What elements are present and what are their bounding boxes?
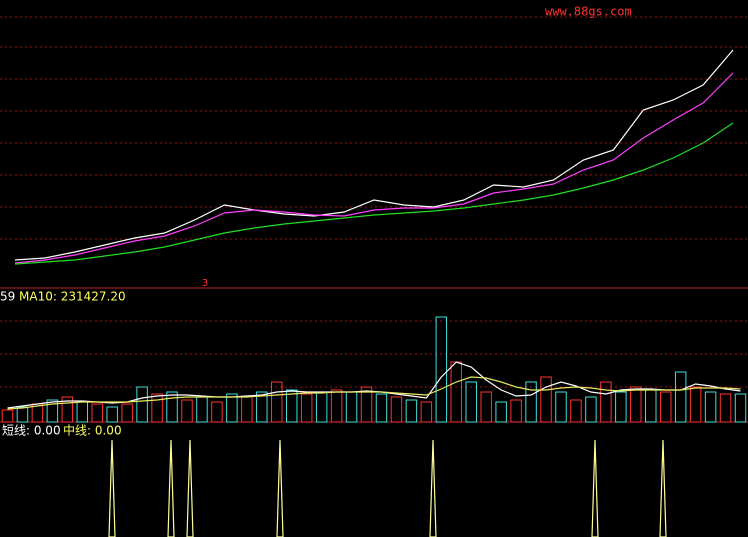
short-label: 短线: 0.00 [2, 424, 61, 438]
volume-bar [136, 386, 148, 423]
signal-spike [659, 439, 667, 537]
volume-bar [555, 391, 567, 423]
volume-bar [390, 396, 403, 423]
volume-bar [226, 393, 238, 423]
volume-bar [525, 381, 537, 423]
volume-label: MA10: 231427.20 [19, 290, 126, 304]
volume-bar [704, 391, 717, 423]
volume-bar [585, 396, 597, 423]
volume-bar [256, 391, 268, 423]
signal-spike [429, 439, 437, 537]
volume-bar [375, 393, 388, 423]
signal-spike [591, 439, 599, 537]
volume-bar [46, 399, 59, 423]
volume-bar [271, 381, 283, 423]
volume-bar [600, 381, 612, 423]
volume-bar [420, 401, 433, 423]
volume-bar [181, 399, 193, 423]
marker-label: 3 [202, 278, 208, 289]
volume-bar [211, 401, 223, 423]
volume-bar [659, 391, 672, 423]
volume-bar [91, 403, 103, 423]
volume-bar [495, 401, 507, 423]
series-line [14, 72, 734, 264]
volume-bar [405, 399, 418, 423]
volume-bar [689, 386, 702, 423]
volume-bar [61, 396, 74, 423]
watermark: www.88gs.com [545, 5, 632, 19]
volume-bar [106, 406, 118, 423]
volume-bar [151, 393, 163, 423]
volume-bar [121, 403, 133, 423]
signal-spike [108, 439, 116, 537]
volume-bar [480, 391, 492, 423]
volume-bar [734, 393, 747, 423]
volume-bar [510, 399, 522, 423]
mid-label: 中线: 0.00 [63, 423, 122, 438]
series-line [14, 122, 734, 265]
volume-bar [166, 391, 178, 423]
volume-bar [435, 316, 448, 423]
series-line [14, 49, 734, 261]
volume-prefix: 59 [0, 290, 15, 304]
volume-bar [330, 389, 343, 423]
volume-bar [285, 389, 298, 423]
volume-bar [1, 409, 14, 423]
volume-bar [630, 386, 642, 423]
signal-spike [276, 439, 284, 537]
volume-bar [360, 386, 373, 423]
volume-bar [540, 376, 552, 423]
signal-spike [167, 439, 175, 537]
volume-bar [719, 393, 732, 423]
series-line [7, 376, 741, 410]
volume-bar [465, 381, 477, 423]
volume-bar [16, 406, 29, 423]
volume-bar [674, 371, 687, 423]
volume-bar [615, 391, 627, 423]
volume-bar [300, 393, 313, 423]
signal-spike [186, 439, 194, 537]
volume-bar [570, 399, 582, 423]
